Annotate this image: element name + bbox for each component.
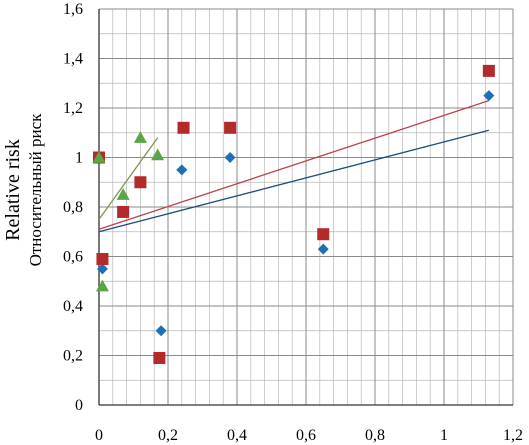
y-tick-label: 0,4 (63, 298, 83, 315)
x-tick-label: 0,2 (158, 427, 178, 444)
x-tick-label: 1,2 (503, 427, 523, 444)
trend-line-square (98, 99, 490, 230)
data-point-square (153, 351, 166, 364)
data-point-diamond (483, 90, 495, 102)
y-tick-label: 1,6 (63, 1, 83, 18)
data-points (92, 64, 495, 364)
axes (98, 9, 513, 406)
data-point-square (224, 121, 237, 134)
y-tick-label: 0,6 (63, 249, 83, 266)
data-point-triangle (133, 131, 147, 143)
data-point-square (117, 205, 130, 218)
y-tick-label: 1 (75, 150, 83, 167)
trend-line-triangle (98, 137, 159, 220)
x-tick-label: 0 (95, 427, 103, 444)
data-point-diamond (176, 164, 188, 176)
trend-lines (98, 99, 490, 233)
y-tick-label: 0,8 (63, 199, 83, 216)
y-tick-label: 1,4 (63, 51, 83, 68)
data-point-square (134, 176, 147, 189)
x-tick-label: 0,6 (296, 427, 316, 444)
x-tick-label: 0,8 (365, 427, 385, 444)
data-point-triangle (95, 279, 109, 292)
data-point-triangle (92, 151, 106, 163)
x-tick-label: 1 (440, 427, 448, 444)
data-point-triangle (116, 188, 130, 200)
data-point-square (177, 121, 190, 134)
data-point-diamond (96, 263, 108, 275)
data-point-square (482, 64, 495, 77)
y-axis-title: Relative risk (2, 139, 24, 241)
y-tick-label: 0,2 (63, 348, 83, 365)
data-point-diamond (155, 325, 167, 337)
x-tick-label: 0,4 (227, 427, 247, 444)
data-point-diamond (317, 243, 329, 255)
data-point-diamond (224, 152, 236, 163)
y-axis-title-russian: Относительный риск (26, 113, 45, 267)
y-tick-label: 0 (75, 397, 83, 414)
y-tick-label: 1,2 (63, 100, 83, 117)
trend-line-diamond (98, 129, 490, 233)
data-point-square (317, 228, 330, 241)
data-point-triangle (151, 148, 165, 161)
data-point-square (96, 252, 109, 265)
grid (98, 8, 514, 406)
tick-labels: 0 0,2 0,4 0,6 0,8 1 1,2 0 0,2 0,4 0,6 0,8 1 1,2 1,4 1,6 (63, 1, 523, 444)
